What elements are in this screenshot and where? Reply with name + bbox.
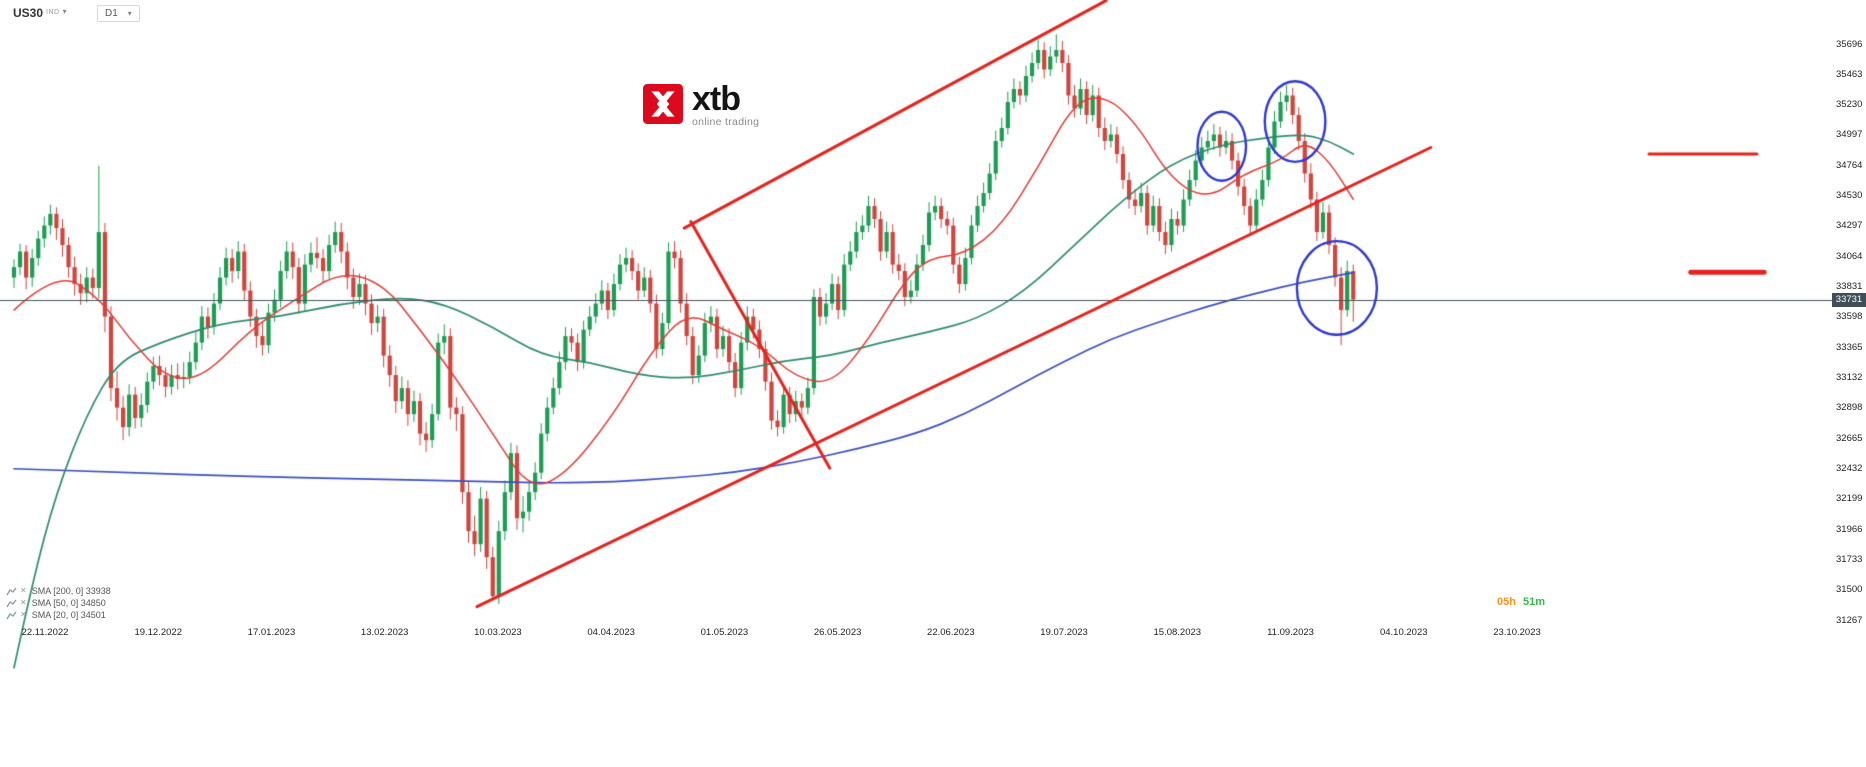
- time-axis-label: 17.01.2023: [247, 627, 296, 638]
- time-axis-label: 04.10.2023: [1379, 627, 1428, 638]
- symbol-name: US30: [13, 6, 44, 20]
- price-axis-label: 35696: [1836, 38, 1863, 50]
- indicator-settings-icon[interactable]: [6, 587, 17, 596]
- time-axis-label: 04.04.2023: [587, 627, 635, 638]
- current-price-badge: 33731: [1832, 292, 1866, 307]
- time-axis-label: 19.07.2023: [1040, 627, 1088, 638]
- indicator-row: ✕ SMA [200, 0] 33938: [6, 585, 111, 597]
- chevron-down-icon: ▾: [127, 8, 132, 18]
- price-axis-label: 33831: [1836, 281, 1863, 293]
- price-axis-label: 31500: [1836, 584, 1863, 596]
- indicator-settings-icon[interactable]: [6, 611, 17, 620]
- time-axis-label: 26.05.2023: [813, 627, 862, 638]
- countdown-minutes: 51m: [1523, 596, 1546, 608]
- price-axis-label: 33598: [1836, 311, 1863, 323]
- indicator-settings-icon[interactable]: [6, 599, 17, 608]
- indicator-remove-icon[interactable]: ✕: [20, 610, 27, 619]
- price-axis-label: 32432: [1836, 462, 1863, 474]
- timeframe-selector[interactable]: D1 ▾: [97, 5, 140, 22]
- indicator-row: ✕ SMA [50, 0] 34850: [6, 597, 111, 609]
- indicator-remove-icon[interactable]: ✕: [20, 586, 27, 595]
- price-axis-label: 32665: [1836, 432, 1863, 444]
- price-axis-label: 35230: [1836, 99, 1863, 111]
- countdown-hours: 05h: [1497, 596, 1516, 608]
- price-axis-label: 34997: [1836, 129, 1863, 141]
- symbol-selector[interactable]: US30 IND ▾: [13, 7, 67, 19]
- symbol-type: IND: [46, 9, 60, 16]
- price-axis-label: 34764: [1836, 159, 1863, 171]
- indicator-label: SMA [200, 0] 33938: [31, 586, 111, 596]
- indicator-row: ✕ SMA [20, 0] 34501: [6, 609, 111, 621]
- price-axis-label: 31267: [1836, 614, 1863, 626]
- price-axis-label: 34530: [1836, 190, 1863, 202]
- time-axis-label: 23.10.2023: [1493, 627, 1541, 638]
- price-axis-label: 32898: [1836, 402, 1863, 414]
- indicator-label: SMA [20, 0] 34501: [31, 610, 106, 620]
- time-axis-label: 19.12.2022: [134, 627, 182, 638]
- price-axis-label: 31733: [1836, 553, 1863, 565]
- time-axis-label: 13.02.2023: [360, 627, 409, 638]
- time-axis-label: 11.09.2023: [1267, 627, 1314, 638]
- price-axis-label: 34064: [1836, 250, 1863, 262]
- time-axis-label: 10.03.2023: [474, 627, 522, 638]
- indicator-label: SMA [50, 0] 34850: [31, 598, 106, 608]
- candle-countdown: 05h 51m: [1497, 596, 1545, 608]
- chevron-down-icon: ▾: [62, 7, 67, 16]
- price-axis[interactable]: 35696 35463 35230 34997 34764 34530 34297 34064…: [1836, 0, 1866, 767]
- price-axis-label: 33365: [1836, 341, 1863, 353]
- price-axis-label: 32199: [1836, 493, 1863, 505]
- time-axis-label: 22.06.2023: [927, 627, 975, 638]
- price-axis-label: 31966: [1836, 523, 1863, 535]
- time-axis[interactable]: 22.11.2022 19.12.2022 17.01.2023 13.02.2023…: [0, 627, 1620, 641]
- indicator-remove-icon[interactable]: ✕: [20, 598, 27, 607]
- price-axis-label: 35463: [1836, 68, 1863, 80]
- time-axis-label: 22.11.2022: [21, 627, 69, 638]
- price-axis-label: 34297: [1836, 220, 1863, 232]
- timeframe-value: D1: [105, 8, 118, 19]
- time-axis-label: 15.08.2023: [1153, 627, 1202, 638]
- indicator-legend: ✕ SMA [200, 0] 33938 ✕ SMA [50, 0] 34850…: [6, 585, 111, 621]
- time-axis-label: 01.05.2023: [700, 627, 749, 638]
- price-axis-label: 33132: [1836, 371, 1863, 383]
